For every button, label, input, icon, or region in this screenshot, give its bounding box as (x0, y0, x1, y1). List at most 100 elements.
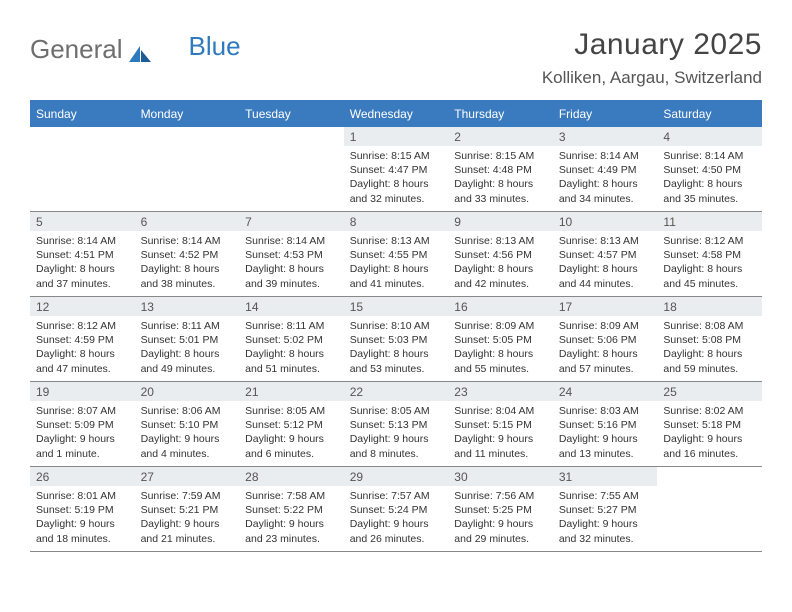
day-number: 22 (344, 382, 449, 401)
day-details: Sunrise: 8:04 AMSunset: 5:15 PMDaylight:… (448, 401, 553, 465)
day-details: Sunrise: 8:11 AMSunset: 5:02 PMDaylight:… (239, 316, 344, 380)
weekday-header: Monday (135, 102, 240, 127)
location: Kolliken, Aargau, Switzerland (542, 68, 762, 88)
day-details: Sunrise: 8:09 AMSunset: 5:06 PMDaylight:… (553, 316, 658, 380)
day-number: 10 (553, 212, 658, 231)
weeks-container: 1Sunrise: 8:15 AMSunset: 4:47 PMDaylight… (30, 127, 762, 552)
day-cell (239, 127, 344, 211)
day-cell: 15Sunrise: 8:10 AMSunset: 5:03 PMDayligh… (344, 297, 449, 381)
day-number: 17 (553, 297, 658, 316)
day-details: Sunrise: 8:13 AMSunset: 4:57 PMDaylight:… (553, 231, 658, 295)
day-cell: 21Sunrise: 8:05 AMSunset: 5:12 PMDayligh… (239, 382, 344, 466)
day-cell: 5Sunrise: 8:14 AMSunset: 4:51 PMDaylight… (30, 212, 135, 296)
day-number: 31 (553, 467, 658, 486)
weekday-header: Friday (553, 102, 658, 127)
weekday-header: Thursday (448, 102, 553, 127)
day-number: 28 (239, 467, 344, 486)
logo-text-2: Blue (189, 31, 241, 62)
day-number: 7 (239, 212, 344, 231)
day-number: 3 (553, 127, 658, 146)
day-details: Sunrise: 7:55 AMSunset: 5:27 PMDaylight:… (553, 486, 658, 550)
day-number: 2 (448, 127, 553, 146)
day-number: 12 (30, 297, 135, 316)
day-cell: 3Sunrise: 8:14 AMSunset: 4:49 PMDaylight… (553, 127, 658, 211)
day-number: 20 (135, 382, 240, 401)
day-number (135, 127, 240, 146)
day-details: Sunrise: 8:07 AMSunset: 5:09 PMDaylight:… (30, 401, 135, 465)
month-title: January 2025 (542, 28, 762, 62)
day-details: Sunrise: 7:58 AMSunset: 5:22 PMDaylight:… (239, 486, 344, 550)
day-details: Sunrise: 8:06 AMSunset: 5:10 PMDaylight:… (135, 401, 240, 465)
day-number: 30 (448, 467, 553, 486)
week-row: 26Sunrise: 8:01 AMSunset: 5:19 PMDayligh… (30, 467, 762, 552)
day-number: 21 (239, 382, 344, 401)
day-details: Sunrise: 7:56 AMSunset: 5:25 PMDaylight:… (448, 486, 553, 550)
day-details: Sunrise: 7:57 AMSunset: 5:24 PMDaylight:… (344, 486, 449, 550)
day-number: 16 (448, 297, 553, 316)
day-cell: 29Sunrise: 7:57 AMSunset: 5:24 PMDayligh… (344, 467, 449, 551)
page-header: General Blue January 2025 Kolliken, Aarg… (30, 28, 762, 88)
day-cell: 24Sunrise: 8:03 AMSunset: 5:16 PMDayligh… (553, 382, 658, 466)
day-cell: 11Sunrise: 8:12 AMSunset: 4:58 PMDayligh… (657, 212, 762, 296)
day-cell: 13Sunrise: 8:11 AMSunset: 5:01 PMDayligh… (135, 297, 240, 381)
day-details: Sunrise: 8:11 AMSunset: 5:01 PMDaylight:… (135, 316, 240, 380)
day-cell: 12Sunrise: 8:12 AMSunset: 4:59 PMDayligh… (30, 297, 135, 381)
day-cell: 2Sunrise: 8:15 AMSunset: 4:48 PMDaylight… (448, 127, 553, 211)
day-cell: 18Sunrise: 8:08 AMSunset: 5:08 PMDayligh… (657, 297, 762, 381)
weekday-header: Saturday (657, 102, 762, 127)
day-cell: 14Sunrise: 8:11 AMSunset: 5:02 PMDayligh… (239, 297, 344, 381)
calendar-page: General Blue January 2025 Kolliken, Aarg… (0, 0, 792, 572)
day-details: Sunrise: 8:14 AMSunset: 4:50 PMDaylight:… (657, 146, 762, 210)
day-details: Sunrise: 8:05 AMSunset: 5:12 PMDaylight:… (239, 401, 344, 465)
day-cell: 20Sunrise: 8:06 AMSunset: 5:10 PMDayligh… (135, 382, 240, 466)
day-cell: 4Sunrise: 8:14 AMSunset: 4:50 PMDaylight… (657, 127, 762, 211)
day-cell: 22Sunrise: 8:05 AMSunset: 5:13 PMDayligh… (344, 382, 449, 466)
day-details: Sunrise: 8:03 AMSunset: 5:16 PMDaylight:… (553, 401, 658, 465)
day-number: 9 (448, 212, 553, 231)
day-cell: 9Sunrise: 8:13 AMSunset: 4:56 PMDaylight… (448, 212, 553, 296)
day-number: 25 (657, 382, 762, 401)
day-cell: 25Sunrise: 8:02 AMSunset: 5:18 PMDayligh… (657, 382, 762, 466)
day-details: Sunrise: 8:10 AMSunset: 5:03 PMDaylight:… (344, 316, 449, 380)
day-cell: 23Sunrise: 8:04 AMSunset: 5:15 PMDayligh… (448, 382, 553, 466)
week-row: 1Sunrise: 8:15 AMSunset: 4:47 PMDaylight… (30, 127, 762, 212)
calendar: Sunday Monday Tuesday Wednesday Thursday… (30, 100, 762, 552)
day-details: Sunrise: 8:09 AMSunset: 5:05 PMDaylight:… (448, 316, 553, 380)
day-number: 26 (30, 467, 135, 486)
day-details: Sunrise: 7:59 AMSunset: 5:21 PMDaylight:… (135, 486, 240, 550)
day-cell: 30Sunrise: 7:56 AMSunset: 5:25 PMDayligh… (448, 467, 553, 551)
weekday-header-row: Sunday Monday Tuesday Wednesday Thursday… (30, 102, 762, 127)
day-details: Sunrise: 8:12 AMSunset: 4:59 PMDaylight:… (30, 316, 135, 380)
day-cell: 6Sunrise: 8:14 AMSunset: 4:52 PMDaylight… (135, 212, 240, 296)
day-number: 11 (657, 212, 762, 231)
day-cell: 26Sunrise: 8:01 AMSunset: 5:19 PMDayligh… (30, 467, 135, 551)
day-details: Sunrise: 8:01 AMSunset: 5:19 PMDaylight:… (30, 486, 135, 550)
sail-icon (127, 40, 153, 60)
day-cell: 16Sunrise: 8:09 AMSunset: 5:05 PMDayligh… (448, 297, 553, 381)
day-number: 6 (135, 212, 240, 231)
day-cell: 1Sunrise: 8:15 AMSunset: 4:47 PMDaylight… (344, 127, 449, 211)
title-block: January 2025 Kolliken, Aargau, Switzerla… (542, 28, 762, 88)
day-number: 19 (30, 382, 135, 401)
day-details: Sunrise: 8:14 AMSunset: 4:52 PMDaylight:… (135, 231, 240, 295)
weekday-header: Wednesday (344, 102, 449, 127)
logo: General Blue (30, 28, 241, 65)
day-number: 13 (135, 297, 240, 316)
day-details: Sunrise: 8:14 AMSunset: 4:51 PMDaylight:… (30, 231, 135, 295)
day-cell: 19Sunrise: 8:07 AMSunset: 5:09 PMDayligh… (30, 382, 135, 466)
weekday-header: Sunday (30, 102, 135, 127)
day-details: Sunrise: 8:15 AMSunset: 4:47 PMDaylight:… (344, 146, 449, 210)
day-cell (657, 467, 762, 551)
day-cell (135, 127, 240, 211)
day-number: 5 (30, 212, 135, 231)
weekday-header: Tuesday (239, 102, 344, 127)
day-details: Sunrise: 8:08 AMSunset: 5:08 PMDaylight:… (657, 316, 762, 380)
day-details: Sunrise: 8:14 AMSunset: 4:49 PMDaylight:… (553, 146, 658, 210)
day-details: Sunrise: 8:05 AMSunset: 5:13 PMDaylight:… (344, 401, 449, 465)
day-cell (30, 127, 135, 211)
day-number: 18 (657, 297, 762, 316)
week-row: 19Sunrise: 8:07 AMSunset: 5:09 PMDayligh… (30, 382, 762, 467)
week-row: 12Sunrise: 8:12 AMSunset: 4:59 PMDayligh… (30, 297, 762, 382)
day-cell: 7Sunrise: 8:14 AMSunset: 4:53 PMDaylight… (239, 212, 344, 296)
day-number (657, 467, 762, 486)
